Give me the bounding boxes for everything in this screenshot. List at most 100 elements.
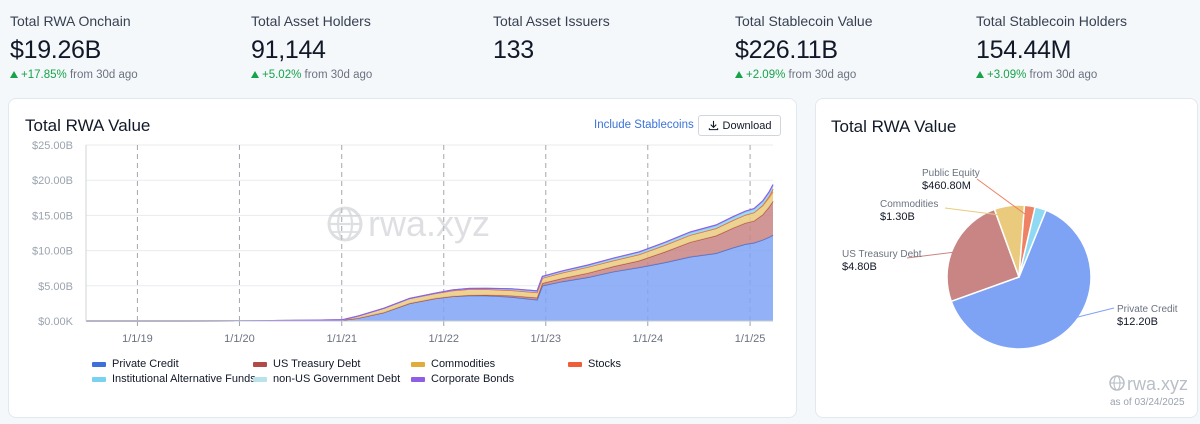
area-series-commodities[interactable] [86, 192, 773, 321]
pie-chart: Private Credit$12.20B US Treasury Debt$4.… [842, 168, 1178, 350]
pie-slice-other[interactable] [1018, 205, 1047, 278]
up-triangle-icon [735, 71, 743, 78]
stat-change-suffix: from 30d ago [788, 69, 857, 81]
area-chart-title: Total RWA Value [25, 116, 151, 135]
pie-labels: Private Credit$12.20B US Treasury Debt$4.… [842, 168, 1178, 328]
legend-label: US Treasury Debt [273, 358, 361, 370]
y-tick-label: $0.00K [38, 316, 74, 328]
area-chart-series [86, 184, 774, 322]
pie-label-value: $1.30B [880, 211, 915, 223]
legend-item-private-credit[interactable]: Private Credit [92, 358, 179, 370]
stat-change: +3.09% from 30d ago [976, 68, 1200, 82]
area-chart-axes: $0.00K $5.00B $10.00B $15.00B $20.00B $25.00B… [32, 140, 773, 345]
legend-item-non-us-government-debt[interactable]: non-US Government Debt [253, 373, 400, 385]
y-tick-label: $15.00B [32, 210, 73, 222]
download-label: Download [722, 119, 772, 132]
legend-swatch [411, 361, 425, 367]
stat-change: +5.02% from 30d ago [251, 68, 481, 82]
stat-total-rwa-onchain: Total RWA Onchain $19.26B +17.85% from 3… [10, 12, 240, 82]
y-tick-label: $20.00B [32, 175, 73, 187]
stat-label: Total Asset Holders [251, 13, 371, 29]
legend-swatch [253, 361, 267, 367]
legend-label: Stocks [588, 358, 622, 370]
pie-label-name: US Treasury Debt [842, 249, 922, 260]
legend-label: Corporate Bonds [431, 373, 515, 385]
pie-slices [946, 204, 1092, 350]
legend-swatch [568, 361, 582, 367]
include-stablecoins-toggle[interactable]: Include Stablecoins [594, 119, 694, 131]
watermark-text: rwa.xyz [368, 203, 490, 244]
legend-item-commodities[interactable]: Commodities [411, 358, 495, 370]
y-tick-label: $10.00B [32, 246, 73, 258]
stat-change: +2.09% from 30d ago [735, 68, 965, 82]
area-series-private-credit[interactable] [86, 235, 773, 321]
legend-item-corporate-bonds[interactable]: Corporate Bonds [411, 373, 514, 385]
x-tick-label: 1/1/22 [428, 333, 459, 345]
stat-change-suffix: from 30d ago [69, 69, 138, 81]
stat-change-pct: +5.02% [262, 69, 302, 81]
stat-label: Total RWA Onchain [10, 13, 131, 29]
stat-label: Total Asset Issuers [493, 13, 610, 29]
stat-change-pct: +17.85% [21, 69, 67, 81]
stat-total-stablecoin-holders: Total Stablecoin Holders 154.44M +3.09% … [976, 12, 1200, 82]
legend-label: non-US Government Debt [273, 373, 401, 385]
download-button[interactable]: Download [698, 115, 781, 136]
stat-value: 133 [493, 36, 534, 64]
legend-item-institutional-alternative-funds[interactable]: Institutional Alternative Funds [92, 373, 256, 385]
pie-slice-private-credit[interactable] [950, 209, 1092, 350]
pie-label-name: Commodities [880, 199, 938, 210]
stat-value: $19.26B [10, 36, 102, 64]
legend-label: Institutional Alternative Funds [112, 373, 256, 385]
up-triangle-icon [10, 71, 18, 78]
area-series-line [86, 184, 774, 322]
pie-label-name: Public Equity [922, 168, 980, 179]
x-tick-label: 1/1/21 [326, 333, 357, 345]
stat-value: 91,144 [251, 36, 326, 64]
pie-leader-line [906, 250, 964, 259]
rwa-watermark-small: rwa.xyz [1109, 374, 1188, 394]
stat-total-asset-issuers: Total Asset Issuers 133 [493, 12, 723, 66]
legend-swatch [411, 376, 425, 382]
legend-swatch [253, 376, 267, 382]
legend-swatch [92, 361, 106, 367]
pie-leader-line [944, 207, 1011, 217]
watermark-text: rwa.xyz [1127, 374, 1188, 394]
up-triangle-icon [251, 71, 259, 78]
stat-label: Total Stablecoin Value [735, 13, 873, 29]
x-tick-label: 1/1/19 [122, 333, 153, 345]
pie-label-value: $460.80M [922, 180, 971, 192]
x-tick-label: 1/1/24 [632, 333, 663, 345]
legend-label: Private Credit [112, 358, 179, 370]
stat-total-asset-holders: Total Asset Holders 91,144 +5.02% from 3… [251, 12, 481, 82]
stat-total-stablecoin-value: Total Stablecoin Value $226.11B +2.09% f… [735, 12, 965, 82]
stat-change-pct: +2.09% [746, 69, 786, 81]
stat-change-pct: +3.09% [987, 69, 1027, 81]
legend-item-stocks[interactable]: Stocks [568, 358, 621, 370]
legend-swatch [92, 376, 106, 382]
stat-label: Total Stablecoin Holders [976, 13, 1127, 29]
stat-change: +17.85% from 30d ago [10, 68, 240, 82]
legend-label: Commodities [431, 358, 496, 370]
rwa-watermark: rwa.xyz [327, 203, 490, 244]
pie-leader-line [976, 178, 1029, 217]
stat-value: $226.11B [735, 36, 838, 64]
pie-label-name: Private Credit [1117, 304, 1178, 315]
as-of-date: as of 03/24/2025 [1110, 397, 1185, 408]
stat-change-suffix: from 30d ago [1029, 69, 1098, 81]
pie-chart-title: Total RWA Value [831, 117, 957, 136]
pie-label-value: $12.20B [1117, 316, 1158, 328]
y-tick-label: $5.00B [38, 281, 73, 293]
area-chart-legend: Private Credit US Treasury Debt Commodit… [92, 358, 692, 390]
x-tick-label: 1/1/20 [224, 333, 255, 345]
x-tick-label: 1/1/23 [530, 333, 561, 345]
area-chart: rwa.xyz $0.00K $5.00B $10.00B $15.00B $20.00… [32, 140, 774, 345]
area-chart-grid [86, 144, 773, 321]
x-tick-label: 1/1/25 [735, 333, 766, 345]
download-icon [708, 120, 718, 131]
pie-leader-line [1061, 307, 1115, 322]
stat-value: 154.44M [976, 36, 1072, 64]
up-triangle-icon [976, 71, 984, 78]
legend-item-us-treasury-debt[interactable]: US Treasury Debt [253, 358, 360, 370]
pie-label-value: $4.80B [842, 261, 877, 273]
stats-bar: Total RWA Onchain $19.26B +17.85% from 3… [0, 0, 1200, 96]
